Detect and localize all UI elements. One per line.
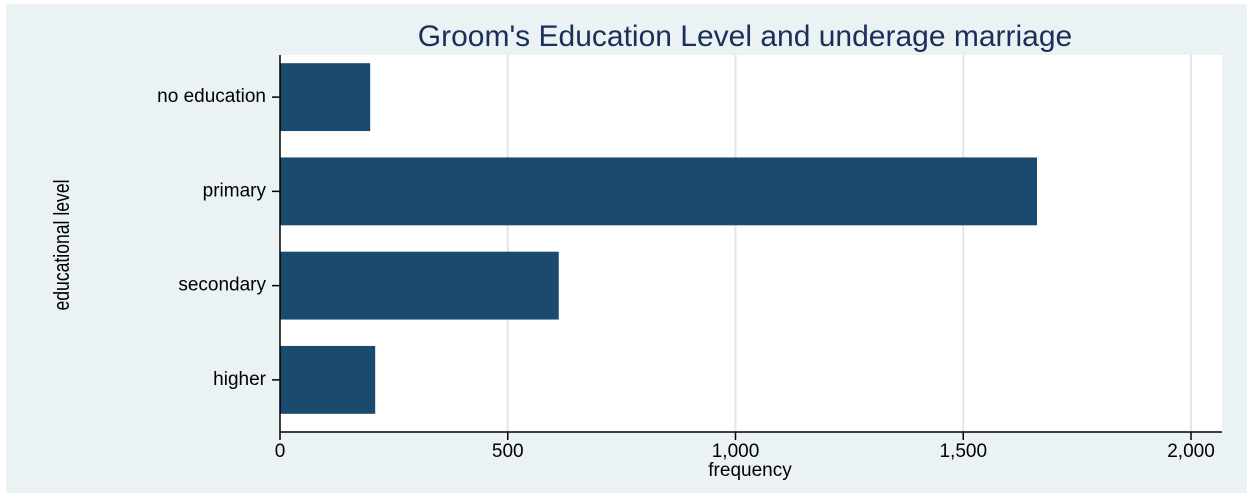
y-tick-label: secondary	[178, 275, 266, 296]
chart-title: Groom's Education Level and underage mar…	[418, 20, 1072, 53]
plot-area	[280, 55, 1222, 432]
bar	[280, 157, 1038, 226]
bar	[280, 345, 376, 414]
y-tick-label: primary	[203, 180, 267, 201]
y-tick-label: no education	[157, 86, 266, 107]
x-tick-label: 2,000	[1167, 441, 1215, 462]
x-tick-label: 1,000	[712, 441, 760, 462]
y-tick-label: higher	[213, 369, 266, 390]
bar	[280, 63, 371, 132]
x-tick-label: 500	[492, 441, 524, 462]
x-tick-label: 0	[275, 441, 286, 462]
x-tick-label: 1,500	[939, 441, 987, 462]
bar	[280, 251, 559, 320]
y-axis-title: educational level	[50, 179, 74, 310]
x-axis-title: frequency	[708, 460, 792, 481]
